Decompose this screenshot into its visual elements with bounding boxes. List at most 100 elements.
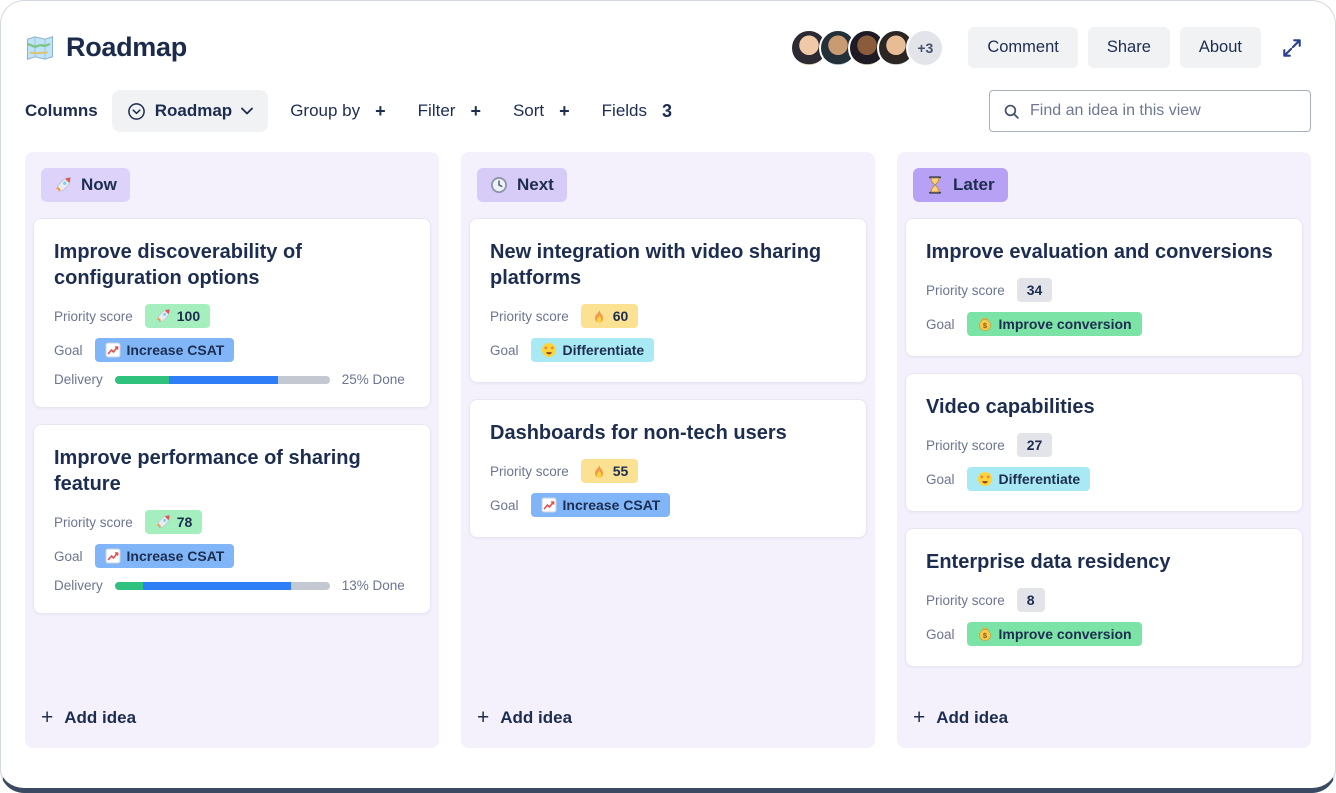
priority-label: Priority score xyxy=(926,592,1005,608)
idea-title: Enterprise data residency xyxy=(926,551,1171,573)
title-wrap: Roadmap xyxy=(25,32,187,63)
clock-icon xyxy=(490,176,508,194)
sort-control: Sort + xyxy=(513,101,570,122)
rocket-icon xyxy=(54,176,72,194)
priority-row: Priority score 78 xyxy=(54,510,410,534)
goal-label: Goal xyxy=(926,626,955,642)
priority-pill: 60 xyxy=(580,304,639,328)
idea-card[interactable]: New integration with video sharing platf… xyxy=(469,218,867,383)
board: Now Improve discoverability of configura… xyxy=(1,132,1335,748)
add-idea-button[interactable]: + Add idea xyxy=(905,697,1303,740)
column-name: Now xyxy=(81,175,117,194)
priority-value: 60 xyxy=(612,308,629,324)
idea-title: Improve discoverability of configuration… xyxy=(54,241,302,289)
about-button[interactable]: About xyxy=(1179,27,1261,68)
priority-row: Priority score 27 xyxy=(926,433,1282,457)
priority-pill: 27 xyxy=(1016,433,1053,457)
header-actions: +3 Comment Share About xyxy=(790,27,1311,68)
progress-done xyxy=(114,375,169,384)
goal-row: Goal Increase CSAT xyxy=(54,338,410,362)
priority-value: 27 xyxy=(1026,437,1043,453)
idea-card[interactable]: Video capabilities Priority score 27 Goa… xyxy=(905,373,1303,512)
done-label: 13% Done xyxy=(341,578,405,593)
priority-row: Priority score 100 xyxy=(54,304,410,328)
progress-in-progress xyxy=(168,375,279,384)
filter-label: Filter xyxy=(417,101,456,120)
goal-row: Goal Increase CSAT xyxy=(490,493,846,517)
priority-value: 78 xyxy=(176,514,193,530)
plus-icon: + xyxy=(913,706,926,729)
chart-up-icon xyxy=(105,548,121,564)
delivery-progress-bar xyxy=(114,581,330,590)
sort-add-button[interactable]: + xyxy=(559,100,570,121)
search-input[interactable] xyxy=(1030,102,1297,120)
idea-title: Video capabilities xyxy=(926,396,1095,418)
delivery-progress-bar xyxy=(114,375,330,384)
add-idea-label: Add idea xyxy=(936,707,1009,727)
goal-label: Goal xyxy=(490,497,519,513)
avatar-overflow-badge[interactable]: +3 xyxy=(906,28,945,67)
column-header-badge: Later xyxy=(913,168,1008,202)
expand-icon[interactable] xyxy=(1273,29,1311,67)
goal-value: Increase CSAT xyxy=(126,548,225,564)
column-name: Next xyxy=(517,175,554,194)
fields-control[interactable]: Fields 3 xyxy=(602,101,672,122)
chart-up-icon xyxy=(541,497,557,513)
card-list: New integration with video sharing platf… xyxy=(469,218,867,538)
goal-pill: Differentiate xyxy=(966,467,1091,491)
search-box xyxy=(989,90,1311,132)
idea-card[interactable]: Improve performance of sharing feature P… xyxy=(33,424,431,614)
priority-row: Priority score 34 xyxy=(926,278,1282,302)
chevron-down-icon xyxy=(241,107,253,115)
filter-control: Filter + xyxy=(418,101,481,122)
add-idea-button[interactable]: + Add idea xyxy=(33,697,431,740)
delivery-label: Delivery xyxy=(54,578,103,593)
goal-value: Differentiate xyxy=(562,342,645,358)
goal-value: Increase CSAT xyxy=(126,342,225,358)
column-now: Now Improve discoverability of configura… xyxy=(25,152,439,748)
priority-pill: 34 xyxy=(1016,278,1053,302)
rocket-icon xyxy=(155,514,171,530)
delivery-row: Delivery 25% Done xyxy=(54,372,410,387)
column-header-badge: Now xyxy=(41,168,130,202)
priority-label: Priority score xyxy=(490,308,569,324)
add-idea-label: Add idea xyxy=(64,707,137,727)
comment-button[interactable]: Comment xyxy=(968,27,1078,68)
rocket-icon xyxy=(155,308,171,324)
money-bag-icon xyxy=(977,316,993,332)
priority-row: Priority score 8 xyxy=(926,588,1282,612)
fire-icon xyxy=(591,308,607,324)
fire-icon xyxy=(591,463,607,479)
toolbar: Columns Roadmap Group by + Filter + Sort… xyxy=(1,68,1335,132)
idea-card[interactable]: Enterprise data residency Priority score… xyxy=(905,528,1303,667)
page-title: Roadmap xyxy=(66,32,187,62)
star-face-icon xyxy=(541,342,557,358)
goal-label: Goal xyxy=(54,548,83,564)
idea-card[interactable]: Improve evaluation and conversions Prior… xyxy=(905,218,1303,357)
column-later: Later Improve evaluation and conversions… xyxy=(897,152,1311,748)
priority-value: 100 xyxy=(176,308,201,324)
view-dropdown[interactable]: Roadmap xyxy=(111,90,269,132)
goal-value: Improve conversion xyxy=(998,626,1132,642)
idea-title: Dashboards for non-tech users xyxy=(490,422,787,444)
money-bag-icon xyxy=(977,626,993,642)
idea-card[interactable]: Improve discoverability of configuration… xyxy=(33,218,431,408)
goal-row: Goal Improve conversion xyxy=(926,312,1282,336)
group-by-control: Group by + xyxy=(290,101,385,122)
share-button[interactable]: Share xyxy=(1087,27,1170,68)
fields-label: Fields xyxy=(601,101,648,120)
priority-pill: 8 xyxy=(1016,588,1045,612)
goal-pill: Increase CSAT xyxy=(94,338,235,362)
goal-pill: Differentiate xyxy=(530,338,655,362)
priority-value: 8 xyxy=(1026,592,1035,608)
idea-card[interactable]: Dashboards for non-tech users Priority s… xyxy=(469,399,867,538)
group-by-add-button[interactable]: + xyxy=(375,100,386,121)
add-idea-button[interactable]: + Add idea xyxy=(469,697,867,740)
priority-pill: 78 xyxy=(144,510,203,534)
columns-label: Columns xyxy=(25,101,98,120)
goal-pill: Increase CSAT xyxy=(530,493,671,517)
goal-pill: Improve conversion xyxy=(966,312,1142,336)
idea-title: New integration with video sharing platf… xyxy=(490,241,822,289)
filter-add-button[interactable]: + xyxy=(470,100,481,121)
